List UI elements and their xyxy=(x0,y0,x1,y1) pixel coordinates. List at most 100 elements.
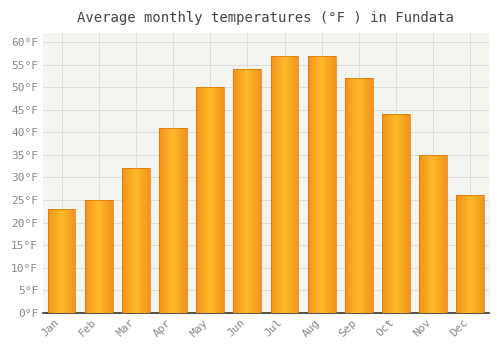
Bar xyxy=(360,78,362,313)
Bar xyxy=(93,200,94,313)
Bar xyxy=(359,78,360,313)
Bar xyxy=(404,114,406,313)
Bar xyxy=(435,155,436,313)
Bar xyxy=(64,209,66,313)
Bar xyxy=(52,209,53,313)
Bar xyxy=(370,78,371,313)
Bar xyxy=(111,200,112,313)
Bar xyxy=(317,56,318,313)
Bar xyxy=(252,69,253,313)
Bar xyxy=(105,200,106,313)
Bar xyxy=(436,155,437,313)
Bar xyxy=(124,168,126,313)
Bar xyxy=(409,114,410,313)
Bar xyxy=(328,56,329,313)
Bar xyxy=(206,87,208,313)
Bar xyxy=(386,114,388,313)
Bar xyxy=(94,200,95,313)
Bar xyxy=(320,56,322,313)
Bar xyxy=(397,114,398,313)
Bar xyxy=(202,87,203,313)
Bar xyxy=(312,56,314,313)
Bar xyxy=(218,87,220,313)
Bar xyxy=(180,128,182,313)
Bar xyxy=(62,209,64,313)
Bar xyxy=(408,114,409,313)
Bar xyxy=(406,114,407,313)
Bar xyxy=(172,128,173,313)
Bar xyxy=(310,56,312,313)
Bar xyxy=(107,200,108,313)
Bar xyxy=(354,78,355,313)
Bar xyxy=(356,78,357,313)
Bar xyxy=(318,56,319,313)
Bar xyxy=(256,69,258,313)
Bar xyxy=(393,114,394,313)
Bar xyxy=(128,168,130,313)
Bar xyxy=(173,128,174,313)
Bar xyxy=(96,200,97,313)
Bar xyxy=(472,195,473,313)
Bar xyxy=(444,155,445,313)
Bar xyxy=(385,114,386,313)
Bar xyxy=(108,200,109,313)
Bar xyxy=(433,155,434,313)
Bar xyxy=(198,87,199,313)
Bar xyxy=(475,195,476,313)
Bar xyxy=(85,200,86,313)
Bar xyxy=(208,87,210,313)
Bar xyxy=(238,69,239,313)
Bar xyxy=(324,56,326,313)
Bar xyxy=(95,200,96,313)
Bar xyxy=(171,128,172,313)
Bar xyxy=(90,200,92,313)
Bar xyxy=(239,69,240,313)
Bar xyxy=(440,155,442,313)
Bar xyxy=(88,200,90,313)
Bar xyxy=(382,114,410,313)
Bar xyxy=(168,128,170,313)
Bar xyxy=(332,56,333,313)
Bar xyxy=(289,56,290,313)
Bar xyxy=(468,195,469,313)
Bar xyxy=(220,87,222,313)
Bar xyxy=(145,168,146,313)
Bar xyxy=(278,56,279,313)
Bar xyxy=(327,56,328,313)
Bar xyxy=(162,128,163,313)
Bar xyxy=(437,155,438,313)
Bar xyxy=(253,69,254,313)
Bar xyxy=(463,195,464,313)
Bar xyxy=(223,87,224,313)
Bar xyxy=(419,155,447,313)
Bar xyxy=(421,155,422,313)
Bar xyxy=(473,195,474,313)
Bar xyxy=(215,87,216,313)
Bar xyxy=(249,69,250,313)
Bar xyxy=(66,209,67,313)
Bar xyxy=(284,56,286,313)
Bar xyxy=(56,209,57,313)
Bar xyxy=(184,128,185,313)
Bar xyxy=(106,200,107,313)
Bar xyxy=(423,155,424,313)
Bar xyxy=(394,114,395,313)
Bar xyxy=(178,128,180,313)
Bar xyxy=(369,78,370,313)
Bar xyxy=(355,78,356,313)
Bar xyxy=(74,209,76,313)
Bar xyxy=(159,128,187,313)
Bar xyxy=(279,56,280,313)
Bar xyxy=(424,155,425,313)
Bar xyxy=(358,78,359,313)
Bar xyxy=(395,114,396,313)
Bar xyxy=(276,56,277,313)
Bar xyxy=(135,168,136,313)
Bar xyxy=(458,195,459,313)
Bar xyxy=(136,168,137,313)
Bar xyxy=(142,168,144,313)
Bar xyxy=(211,87,212,313)
Bar xyxy=(146,168,147,313)
Bar xyxy=(352,78,354,313)
Bar xyxy=(390,114,392,313)
